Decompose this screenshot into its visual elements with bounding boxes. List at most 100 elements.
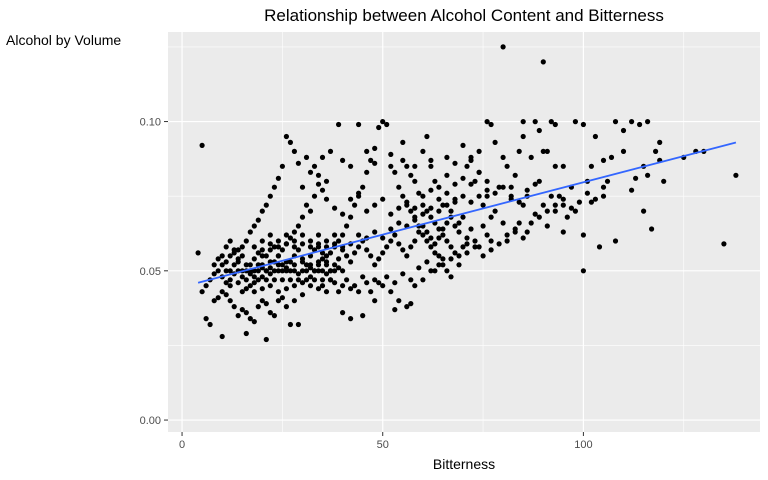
data-point xyxy=(524,187,530,193)
data-point xyxy=(552,202,558,208)
data-point xyxy=(436,253,442,259)
data-point xyxy=(416,229,422,235)
data-point xyxy=(424,259,430,265)
data-point xyxy=(532,181,538,187)
data-point xyxy=(336,238,342,244)
data-point xyxy=(243,286,249,292)
data-point xyxy=(323,196,330,202)
data-point xyxy=(283,232,289,238)
data-point xyxy=(275,244,281,250)
data-point xyxy=(564,214,570,220)
data-point xyxy=(420,193,426,199)
data-point xyxy=(332,268,338,274)
data-point xyxy=(243,238,249,244)
data-point xyxy=(356,190,362,196)
data-point xyxy=(412,238,418,244)
data-point xyxy=(368,157,374,163)
data-point xyxy=(484,178,490,184)
data-point xyxy=(340,310,346,316)
data-point xyxy=(492,139,498,145)
data-point xyxy=(227,238,233,244)
data-point xyxy=(412,217,418,223)
data-point xyxy=(428,214,434,220)
data-point xyxy=(420,277,426,283)
data-point xyxy=(211,262,217,268)
data-point xyxy=(295,321,301,328)
data-point xyxy=(404,163,410,169)
data-point xyxy=(356,121,362,128)
data-point xyxy=(323,253,330,259)
data-point xyxy=(267,271,273,277)
data-point xyxy=(368,253,374,259)
data-point xyxy=(364,280,370,286)
data-point xyxy=(259,274,265,280)
data-point xyxy=(396,241,402,247)
data-point xyxy=(548,119,554,125)
data-point xyxy=(612,238,619,244)
data-point xyxy=(472,238,478,244)
data-point xyxy=(428,235,434,241)
data-point xyxy=(340,157,346,163)
data-point xyxy=(315,181,322,187)
data-point xyxy=(327,250,334,256)
data-point xyxy=(267,283,273,289)
data-point xyxy=(380,196,386,202)
data-point xyxy=(287,139,293,145)
data-point xyxy=(251,244,257,250)
data-point xyxy=(512,172,518,178)
data-point xyxy=(653,148,659,154)
data-point xyxy=(372,229,378,235)
data-point xyxy=(592,133,599,140)
trend-line-group xyxy=(197,141,737,284)
data-point xyxy=(323,262,330,268)
data-point xyxy=(496,241,502,247)
data-point xyxy=(267,232,273,238)
data-point xyxy=(645,119,651,125)
data-point xyxy=(291,262,297,268)
data-point xyxy=(452,160,458,166)
data-point xyxy=(271,244,277,250)
data-point xyxy=(540,202,546,208)
data-point xyxy=(275,175,281,181)
data-point xyxy=(255,250,261,256)
data-point xyxy=(428,244,434,250)
data-point xyxy=(327,268,334,274)
data-point xyxy=(468,181,474,187)
data-point xyxy=(307,244,314,250)
trend-line xyxy=(197,141,737,284)
data-point xyxy=(629,187,635,193)
data-point xyxy=(516,148,522,154)
data-point xyxy=(235,313,241,319)
data-point xyxy=(488,247,494,253)
data-point xyxy=(275,289,281,295)
data-point xyxy=(299,280,306,286)
data-point xyxy=(303,277,310,283)
data-point xyxy=(608,154,615,160)
data-point xyxy=(380,119,386,125)
data-point xyxy=(388,151,394,157)
data-point xyxy=(356,244,362,250)
data-point xyxy=(520,133,526,140)
data-point xyxy=(440,202,446,208)
data-point xyxy=(612,119,619,125)
data-point xyxy=(291,148,297,154)
data-point xyxy=(243,310,249,316)
data-point xyxy=(588,163,595,169)
data-point xyxy=(263,336,269,343)
data-point xyxy=(327,148,334,154)
data-point xyxy=(572,208,579,214)
x-axis-label: Bitterness xyxy=(432,456,496,472)
data-point xyxy=(404,304,410,310)
data-point xyxy=(344,253,350,259)
data-point xyxy=(207,321,213,328)
data-point xyxy=(440,262,446,268)
data-point xyxy=(259,298,265,304)
data-point xyxy=(336,265,342,271)
data-point xyxy=(303,154,310,160)
data-point xyxy=(464,235,470,241)
data-point xyxy=(540,59,546,65)
data-point xyxy=(223,268,229,274)
data-point xyxy=(287,259,293,265)
data-point xyxy=(440,232,446,238)
